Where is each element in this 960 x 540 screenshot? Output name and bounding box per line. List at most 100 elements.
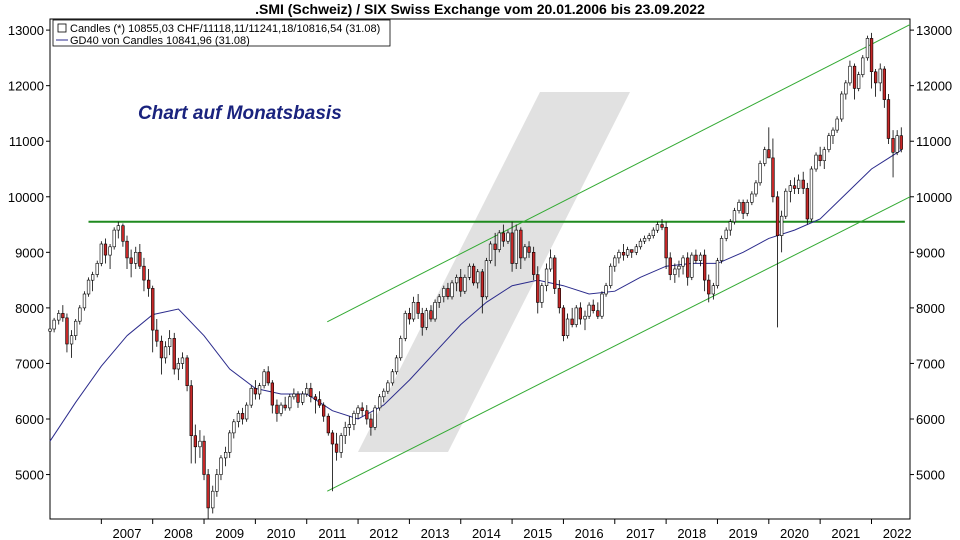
candle-body	[557, 288, 562, 309]
candle-body	[424, 310, 429, 328]
candle	[476, 269, 480, 289]
candle	[886, 94, 891, 144]
candle	[895, 130, 899, 156]
candle-body	[771, 157, 775, 198]
candle	[869, 32, 874, 89]
candle	[369, 413, 373, 436]
candle-body	[185, 357, 189, 386]
candle	[707, 274, 711, 303]
candle-body	[583, 315, 587, 320]
candle-body	[690, 254, 694, 278]
candle	[814, 152, 818, 172]
candle	[159, 335, 164, 375]
candle-body	[476, 271, 480, 284]
candle	[463, 274, 467, 294]
candle	[852, 63, 857, 100]
candle	[664, 221, 668, 269]
candle	[638, 238, 643, 250]
candle	[176, 357, 181, 381]
candle-body	[625, 249, 630, 256]
candle-body	[630, 249, 634, 253]
y-tick-label-right: 12000	[916, 79, 952, 94]
legend-ma-label: GD40 von Candles 10841,96 (31.08)	[70, 35, 250, 47]
candle	[848, 60, 852, 86]
candle	[429, 305, 433, 322]
x-tick-label: 2022	[883, 526, 912, 540]
candle	[321, 402, 326, 422]
candle	[604, 282, 608, 297]
candle-body	[266, 371, 270, 384]
candle-body	[711, 285, 716, 295]
candle-body	[386, 382, 390, 392]
candle-body	[822, 149, 826, 162]
candle-body	[78, 307, 82, 322]
candle	[61, 305, 65, 322]
candle	[382, 388, 386, 403]
candle-body	[112, 229, 116, 248]
candle	[779, 210, 784, 253]
candle-body	[686, 257, 690, 278]
candle-body	[138, 252, 142, 267]
candle-body	[668, 257, 672, 275]
candle	[253, 380, 258, 400]
candle-body	[809, 168, 814, 220]
candle-body	[664, 227, 668, 259]
candle	[506, 230, 510, 244]
x-tick-label: 2011	[318, 526, 346, 540]
candle-body	[339, 435, 343, 453]
candle	[305, 382, 309, 397]
candle-body	[763, 149, 767, 164]
candle	[514, 224, 518, 269]
x-tick-label: 2015	[523, 526, 552, 540]
candle	[758, 160, 762, 186]
candle-body	[865, 38, 870, 59]
candle	[249, 385, 253, 408]
candle-body	[262, 371, 266, 386]
candle-body	[215, 474, 219, 492]
candle-body	[305, 388, 309, 395]
candle-body	[707, 279, 711, 295]
candle	[103, 238, 108, 264]
candle	[356, 405, 360, 419]
candle-body	[211, 490, 215, 509]
candle	[334, 432, 339, 461]
candle	[224, 446, 228, 467]
candle-body	[373, 407, 377, 428]
candle-body	[634, 246, 639, 253]
candle	[613, 255, 617, 272]
candle-body	[531, 252, 536, 275]
candle-body	[74, 320, 78, 336]
candle-body	[796, 179, 801, 189]
candle	[625, 246, 630, 258]
candle-body	[365, 410, 369, 420]
candle	[232, 419, 236, 439]
candle	[792, 177, 797, 194]
candle	[660, 219, 664, 231]
candles-legend-icon	[57, 23, 67, 33]
candle-body	[497, 232, 501, 250]
candle-body	[488, 243, 493, 262]
y-tick-label-left: 13000	[8, 23, 44, 38]
candle	[398, 335, 403, 361]
candle-body	[570, 318, 574, 325]
candle-body	[715, 260, 720, 287]
candle-body	[86, 279, 91, 295]
candle-body	[565, 318, 570, 337]
candle-body	[155, 329, 159, 342]
candle-body	[882, 68, 887, 100]
candle-body	[275, 404, 279, 414]
trend-lines	[88, 24, 911, 492]
candle-body	[642, 238, 647, 242]
candle	[317, 391, 322, 408]
candle	[450, 280, 454, 300]
candle-body	[501, 232, 506, 242]
candle	[219, 455, 223, 481]
candle	[228, 430, 232, 458]
y-tick-label-left: 11000	[9, 134, 44, 149]
candle	[360, 402, 364, 417]
y-tick-label-right: 11000	[916, 134, 951, 149]
candle	[771, 138, 775, 203]
candle-body	[886, 99, 891, 139]
candle	[424, 307, 429, 331]
candle-body	[403, 313, 408, 339]
